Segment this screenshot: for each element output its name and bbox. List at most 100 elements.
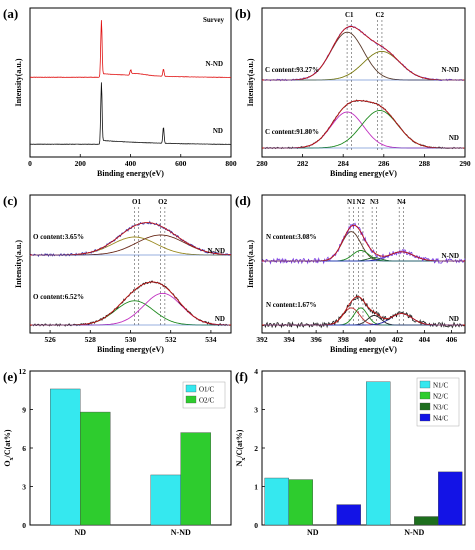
panel-b-frame	[261, 7, 466, 158]
panel-b-xtick-label: 284	[338, 159, 350, 168]
panel-d-xtick-label: 400	[365, 335, 377, 344]
panel-d-content-annotation: N content:3.08%	[266, 233, 317, 241]
panel-e-bar-o1-c-n-nd	[150, 474, 181, 526]
panel-e-bar-o2-c-n-nd	[180, 432, 211, 526]
panel-e-bar-o1-c-nd	[50, 388, 81, 526]
panel-b-xlabel: Binding energy(eV)	[330, 169, 397, 178]
panel-f-panel-letter: (f)	[235, 369, 248, 384]
panel-a-spectrum-n-nd	[29, 20, 232, 78]
panel-a-frame	[29, 7, 232, 158]
panel-e-bar-o2-c-nd	[80, 411, 111, 526]
panel-d-envelope-n-nd	[262, 224, 465, 262]
panel-a-xtick-label: 0	[28, 159, 32, 168]
panel-f-bar-n2-c-nd	[288, 479, 313, 526]
panel-c-xtick-label: 526	[44, 335, 56, 344]
panel-e-category-n-nd: N-ND	[171, 528, 191, 537]
panel-f-legend-swatch	[419, 413, 431, 422]
panel-a-xlabel: Binding energy(eV)	[97, 169, 164, 178]
panel-f-legend-label: N4/C	[433, 415, 449, 423]
panel-b-envelope-nd	[262, 100, 465, 149]
panel-b-raw-nd	[261, 99, 465, 150]
panel-f-ytick-label: 0	[254, 521, 258, 530]
panel-e-legend-label: O2/C	[199, 397, 215, 405]
panel-c-ylabel: Intensity(a.u.)	[14, 240, 23, 288]
panel-f-legend-label: N2/C	[433, 393, 449, 401]
panel-e-category-nd: ND	[74, 528, 86, 537]
panel-c-series-label-nd: ND	[215, 315, 225, 323]
panel-f-legend-label: N1/C	[433, 382, 449, 390]
panel-c-envelope-nd	[30, 281, 231, 326]
panel-a-legend-survey: Survey	[203, 16, 225, 24]
panel-d-peak-label-n2: N2	[357, 198, 366, 206]
panel-b-series-label-n-nd: N-ND	[442, 66, 460, 74]
panel-d-panel-letter: (d)	[235, 193, 251, 208]
panel-e-legend-swatch	[185, 384, 197, 393]
panel-d-xtick-label: 396	[311, 335, 323, 344]
panel-a-xtick-label: 800	[225, 159, 237, 168]
panel-f-ytick-label: 3	[254, 406, 258, 415]
panel-a-label-nd: ND	[213, 127, 223, 135]
panel-d-series-label-n-nd: N-ND	[442, 252, 460, 260]
panel-a-spectrum-nd	[30, 82, 232, 145]
panel-f-category-nd: ND	[307, 528, 319, 537]
panel-c-xtick-label: 528	[85, 335, 97, 344]
panel-e-legend-label: O1/C	[199, 386, 215, 394]
panel-e-ylabel: Ox/C(at%)	[3, 429, 15, 467]
panel-d-peak-label-n4: N4	[397, 198, 406, 206]
panel-c-xlabel: Binding energy(eV)	[97, 345, 164, 354]
panel-b-panel-letter: (b)	[235, 6, 251, 21]
panel-f-category-n-nd: N-ND	[404, 528, 424, 537]
panel-c-xtick-label: 530	[125, 335, 137, 344]
panel-f-bar-n3-c-n-nd	[414, 516, 439, 526]
panel-c-raw-nd	[29, 280, 232, 327]
panel-a-label-n-nd: N-ND	[206, 60, 224, 68]
panel-e-ytick-label: 3	[22, 483, 26, 492]
panel-c-peak-label-o1: O1	[132, 198, 141, 206]
panel-e-ytick-label: 0	[22, 521, 26, 530]
panel-f-legend-swatch	[419, 391, 431, 400]
panel-b-ylabel: Intensity(a.u.)	[246, 58, 255, 106]
panel-d-xtick-label: 392	[256, 335, 268, 344]
panel-e-ytick-label: 9	[22, 406, 26, 415]
panel-c-xtick-label: 532	[165, 335, 177, 344]
panel-d-xtick-label: 398	[338, 335, 350, 344]
panel-b-xtick-label: 282	[297, 159, 309, 168]
panel-f-bar-n4-c-n-nd	[438, 471, 463, 526]
panel-f-legend-swatch	[419, 402, 431, 411]
panel-b-peak-label-c2: C2	[375, 11, 384, 19]
panel-a-ylabel: Intensity(a.u.)	[14, 58, 23, 106]
panel-f-ytick-label: 2	[254, 444, 258, 453]
panel-e-panel-letter: (e)	[3, 369, 17, 384]
panel-c-content-annotation: O content:3.65%	[33, 233, 84, 241]
panel-b-peak-label-c1: C1	[345, 11, 354, 19]
panel-b-content-annotation: C content:93.27%	[265, 66, 319, 74]
panel-a-xtick-label: 600	[175, 159, 187, 168]
panel-e-legend-swatch	[185, 395, 197, 404]
panel-c-content-annotation: O content:6.52%	[33, 293, 84, 301]
panel-f-bar-n1-c-nd	[264, 477, 289, 526]
panel-d-series-label-nd: ND	[449, 315, 459, 323]
panel-e-ytick-label: 6	[22, 444, 26, 453]
panel-c-peak-label-o2: O2	[158, 198, 167, 206]
panel-d-ylabel: Intensity(a.u.)	[246, 240, 255, 288]
panel-d-xlabel: Binding energy(eV)	[330, 345, 397, 354]
panel-f-ytick-label: 1	[254, 483, 258, 492]
panel-f-bar-n1-c-n-nd	[366, 381, 391, 526]
panel-a-xtick-label: 200	[75, 159, 87, 168]
panel-d-frame	[261, 194, 466, 334]
panel-a-panel-letter: (a)	[3, 6, 18, 21]
panel-f-legend-swatch	[419, 380, 431, 389]
panel-d-raw-n-nd	[261, 222, 466, 265]
panel-b-xtick-label: 280	[256, 159, 268, 168]
panel-b-xtick-label: 286	[378, 159, 390, 168]
panel-b-content-annotation: C content:91.80%	[265, 128, 319, 136]
panel-d-peak-label-n3: N3	[370, 198, 379, 206]
panel-c-series-label-n-nd: N-ND	[208, 247, 226, 255]
panel-b-xtick-label: 290	[459, 159, 471, 168]
panel-b-xtick-label: 288	[419, 159, 431, 168]
panel-d-xtick-label: 402	[392, 335, 404, 344]
panel-d-xtick-label: 404	[419, 335, 431, 344]
panel-f-bar-n4-c-nd	[336, 504, 361, 526]
panel-b-series-label-nd: ND	[449, 134, 459, 142]
